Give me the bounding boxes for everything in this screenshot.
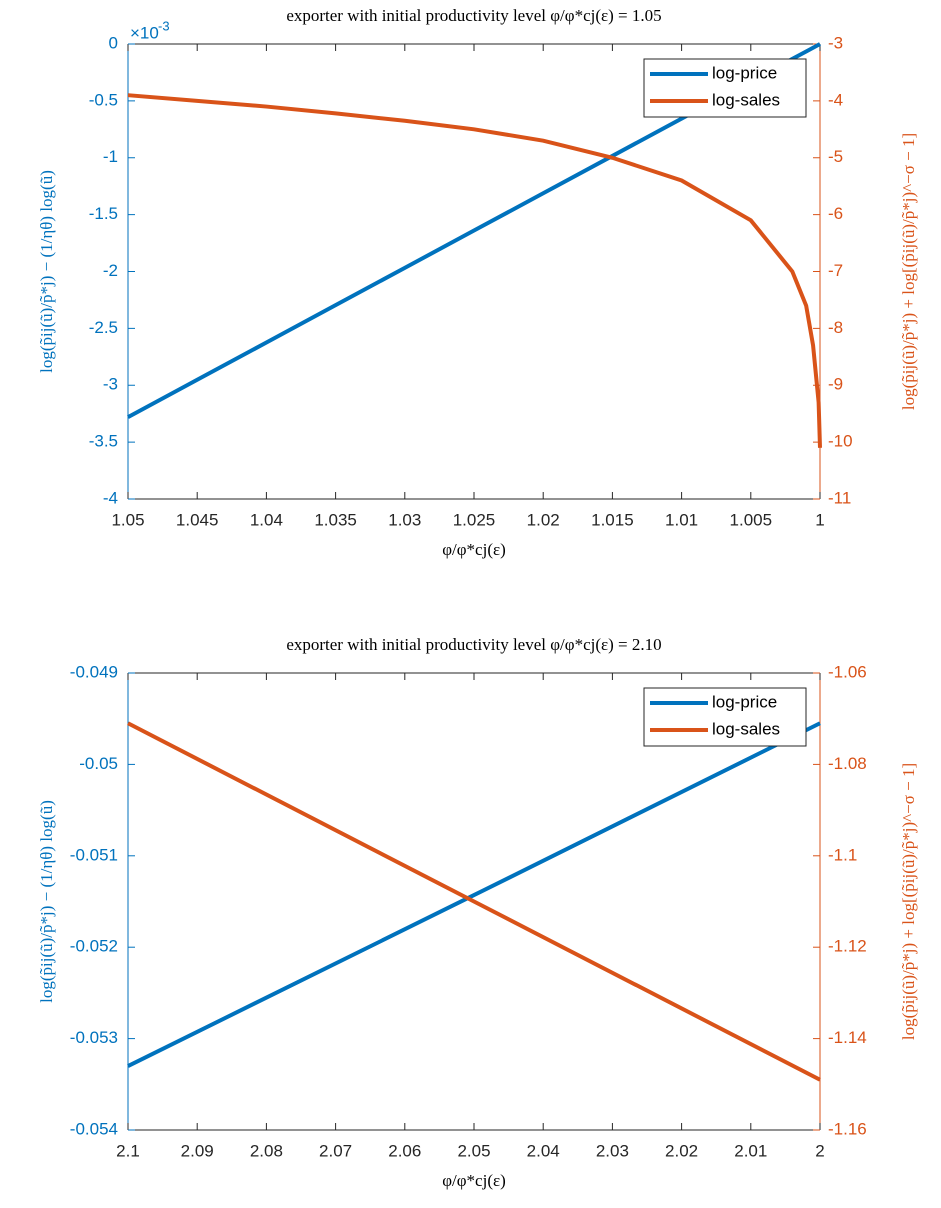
x-tick-label: 1.005 xyxy=(730,510,773,529)
y-tick-label: -3 xyxy=(103,375,118,394)
y2-tick-label: -1.08 xyxy=(828,754,867,773)
y-tick-label: -0.052 xyxy=(70,937,118,956)
y-tick-label: -1 xyxy=(103,147,118,166)
y2-tick-label: -1.1 xyxy=(828,845,857,864)
legend-box xyxy=(643,58,807,118)
y2-tick-label: -3 xyxy=(828,33,843,52)
x-tick-label: 1.045 xyxy=(176,510,219,529)
series-line xyxy=(127,721,821,1068)
x-tick-label: 2.01 xyxy=(734,1141,767,1160)
x-tick-label: 1.035 xyxy=(314,510,357,529)
y2-tick-label: -5 xyxy=(828,147,843,166)
y-axis-label: log(p̃ij(ũ)/p̃*j) − (1/ηθ) log(ũ) xyxy=(37,800,56,1003)
y-tick-label: -0.05 xyxy=(79,754,118,773)
y2-axis-label: log(p̃ij(ũ)/p̃*j) + log[(p̃ij(ũ)/p̃*j)^−… xyxy=(899,133,918,410)
y-exponent-base: ×10 xyxy=(130,23,159,42)
x-tick-label: 2 xyxy=(815,1141,824,1160)
legend-label: log-sales xyxy=(712,719,780,738)
y2-tick-label: -10 xyxy=(828,432,853,451)
legend-label: log-sales xyxy=(712,90,780,109)
x-tick-label: 1.04 xyxy=(250,510,283,529)
y2-tick-label: -1.14 xyxy=(828,1028,867,1047)
x-tick-label: 2.05 xyxy=(457,1141,490,1160)
x-tick-label: 1 xyxy=(815,510,824,529)
y-axis-label: log(p̃ij(ũ)/p̃*j) − (1/ηθ) log(ũ) xyxy=(37,170,56,373)
y2-tick-label: -1.16 xyxy=(828,1119,867,1138)
x-tick-label: 1.015 xyxy=(591,510,634,529)
y-tick-label: -0.053 xyxy=(70,1028,118,1047)
x-tick-label: 2.1 xyxy=(116,1141,140,1160)
y2-tick-label: -4 xyxy=(828,90,843,109)
x-tick-label: 2.07 xyxy=(319,1141,352,1160)
x-tick-label: 2.04 xyxy=(527,1141,560,1160)
y-tick-label: -4 xyxy=(103,488,118,507)
x-tick-label: 2.08 xyxy=(250,1141,283,1160)
legend-label: log-price xyxy=(712,63,777,82)
series-line xyxy=(127,721,821,1082)
y-tick-label: -0.049 xyxy=(70,662,118,681)
y-tick-label: -2.5 xyxy=(89,318,118,337)
x-tick-label: 1.025 xyxy=(453,510,496,529)
x-axis-label: φ/φ*cj(ε) xyxy=(442,1171,506,1190)
y2-tick-label: -7 xyxy=(828,261,843,280)
x-tick-label: 1.03 xyxy=(388,510,421,529)
x-axis-label: φ/φ*cj(ε) xyxy=(442,540,506,559)
y-tick-label: -0.5 xyxy=(89,90,118,109)
chart-title: exporter with initial productivity level… xyxy=(286,6,661,25)
y2-axis-label: log(p̃ij(ũ)/p̃*j) + log[(p̃ij(ũ)/p̃*j)^−… xyxy=(899,763,918,1040)
y-exponent-power: -3 xyxy=(158,18,170,33)
x-tick-label: 2.06 xyxy=(388,1141,421,1160)
y2-tick-label: -1.12 xyxy=(828,937,867,956)
x-tick-label: 2.09 xyxy=(181,1141,214,1160)
y-tick-label: -0.054 xyxy=(70,1119,118,1138)
x-tick-label: 1.02 xyxy=(527,510,560,529)
x-tick-label: 2.03 xyxy=(596,1141,629,1160)
y2-tick-label: -11 xyxy=(828,488,851,507)
chart-title: exporter with initial productivity level… xyxy=(286,635,661,654)
legend-box xyxy=(643,687,807,747)
x-tick-label: 2.02 xyxy=(665,1141,698,1160)
y2-tick-label: -9 xyxy=(828,375,843,394)
y-tick-label: 0 xyxy=(109,33,118,52)
y2-tick-label: -8 xyxy=(828,318,843,337)
y2-tick-label: -1.06 xyxy=(828,662,867,681)
y-tick-label: -1.5 xyxy=(89,204,118,223)
y-tick-label: -0.051 xyxy=(70,845,118,864)
y-tick-label: -2 xyxy=(103,261,118,280)
legend-label: log-price xyxy=(712,692,777,711)
y-tick-label: -3.5 xyxy=(89,432,118,451)
y2-tick-label: -6 xyxy=(828,204,843,223)
x-tick-label: 1.01 xyxy=(665,510,698,529)
series-line xyxy=(127,93,822,448)
x-tick-label: 1.05 xyxy=(111,510,144,529)
